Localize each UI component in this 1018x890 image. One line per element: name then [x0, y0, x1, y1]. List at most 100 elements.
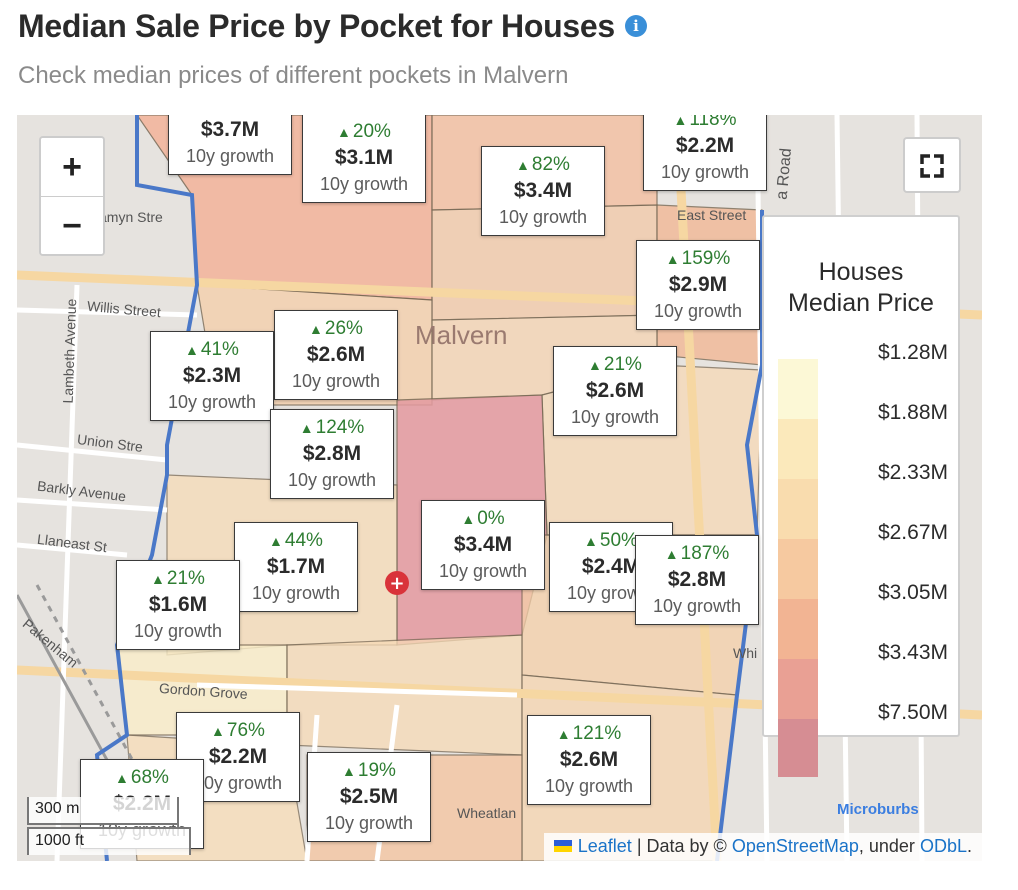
- ukraine-flag-icon: [553, 840, 572, 852]
- growth-value: 76%: [226, 720, 265, 741]
- growth-value: 82%: [531, 154, 570, 175]
- pocket-sub: 10y growth: [570, 407, 660, 427]
- map-attribution: Leaflet | Data by © OpenStreetMap, under…: [543, 833, 982, 861]
- growth-value: 118%: [689, 115, 737, 130]
- legend-swatch: [778, 599, 818, 659]
- pocket-card[interactable]: ▲ 0% $3.4M 10y growth: [421, 500, 545, 590]
- growth-up-icon: ▲: [151, 571, 165, 587]
- osm-link[interactable]: OpenStreetMap: [731, 836, 859, 856]
- legend-value: $7.50M: [877, 701, 948, 724]
- pocket-price: $2.2M: [208, 745, 268, 768]
- zoom-in-button[interactable]: +: [41, 138, 103, 196]
- title-text: Median Sale Price by Pocket for Houses: [18, 8, 615, 44]
- legend-value: $2.33M: [877, 461, 948, 484]
- growth-up-icon: ▲: [584, 533, 598, 549]
- attribution-under: , under: [858, 836, 915, 856]
- street-label-east: East Street: [677, 207, 747, 223]
- zoom-control: + −: [39, 136, 105, 256]
- leaflet-link[interactable]: Leaflet: [577, 836, 632, 856]
- growth-value: 44%: [284, 530, 323, 551]
- growth-up-icon: ▲: [309, 321, 323, 337]
- legend-title: Houses Median Price: [764, 257, 958, 319]
- growth-up-icon: ▲: [556, 726, 571, 742]
- pocket-sub: 10y growth: [653, 301, 743, 321]
- pocket-sub: 10y growth: [544, 776, 634, 796]
- attribution-text: | Data by ©: [636, 836, 727, 856]
- pocket-growth: ▲ 118%: [644, 115, 766, 132]
- pocket-price: $3.4M: [453, 533, 513, 556]
- pocket-price: $2.2M: [675, 134, 735, 157]
- attribution-end: .: [966, 836, 972, 856]
- page-subtitle: Check median prices of different pockets…: [18, 62, 569, 89]
- growth-up-icon: ▲: [211, 723, 225, 739]
- odbl-link[interactable]: ODbL: [919, 836, 967, 856]
- pocket-growth: ▲ 44%: [235, 529, 357, 553]
- pocket-card[interactable]: $3.7M 10y growth: [168, 115, 292, 175]
- street-label-hamyn: amyn Stre: [99, 209, 163, 225]
- pocket-growth: ▲ 26%: [275, 317, 397, 341]
- pocket-card[interactable]: ▲ 159% $2.9M 10y growth: [636, 240, 760, 330]
- pocket-price: $2.9M: [668, 273, 728, 296]
- pocket-card[interactable]: ▲ 82% $3.4M 10y growth: [481, 146, 605, 236]
- pocket-sub: 10y growth: [652, 596, 742, 616]
- growth-value: 21%: [603, 354, 642, 375]
- pocket-growth: ▲ 121%: [528, 722, 650, 746]
- pocket-sub: 10y growth: [287, 470, 377, 490]
- map-container[interactable]: + Malvern Willis Street Union Stre Barkl…: [17, 115, 982, 861]
- pocket-card[interactable]: ▲ 26% $2.6M 10y growth: [274, 310, 398, 400]
- page-title: Median Sale Price by Pocket for Houses i: [18, 8, 647, 45]
- growth-value: 41%: [200, 339, 239, 360]
- fullscreen-button[interactable]: [903, 137, 961, 193]
- info-icon[interactable]: i: [624, 15, 647, 37]
- pocket-card[interactable]: ▲ 21% $2.6M 10y growth: [553, 346, 677, 436]
- scale-imperial: 1000 ft: [27, 827, 191, 855]
- pocket-card[interactable]: ▲ 187% $2.8M 10y growth: [635, 535, 759, 625]
- pocket-card[interactable]: ▲ 118% $2.2M 10y growth: [643, 115, 767, 191]
- pocket-card[interactable]: ▲ 21% $1.6M 10y growth: [116, 560, 240, 650]
- price-legend: Houses Median Price $1.28M $1.88M $2.33M…: [762, 215, 960, 777]
- growth-value: 21%: [166, 568, 205, 589]
- svg-text:+: +: [389, 573, 404, 594]
- growth-up-icon: ▲: [461, 511, 476, 527]
- growth-up-icon: ▲: [516, 157, 530, 173]
- pocket-card[interactable]: ▲ 121% $2.6M 10y growth: [527, 715, 651, 805]
- pocket-price: $2.5M: [339, 785, 399, 808]
- pocket-card[interactable]: ▲ 44% $1.7M 10y growth: [234, 522, 358, 612]
- suburb-boundary: [94, 115, 200, 861]
- pocket-price: $2.6M: [585, 379, 645, 402]
- legend-swatch: [778, 539, 818, 599]
- pocket-price: $2.6M: [306, 343, 366, 366]
- growth-value: 20%: [352, 121, 391, 142]
- pocket-growth: ▲ 41%: [151, 338, 273, 362]
- pocket-sub: 10y growth: [133, 621, 223, 641]
- legend-swatch: [778, 359, 818, 419]
- street-label-wheatland: Wheatlan: [457, 805, 517, 821]
- pocket-growth: ▲ 76%: [177, 719, 299, 743]
- legend-title-line2: Median Price: [788, 289, 934, 317]
- pocket-card[interactable]: ▲ 41% $2.3M 10y growth: [150, 331, 274, 421]
- legend-swatch: [778, 419, 818, 479]
- pocket-sub: 10y growth: [193, 773, 283, 793]
- pocket-sub: 10y growth: [251, 583, 341, 603]
- pocket-price: $2.8M: [302, 442, 362, 465]
- pocket-growth: ▲ 124%: [271, 416, 393, 440]
- growth-up-icon: ▲: [185, 342, 199, 358]
- pocket-card[interactable]: ▲ 20% $3.1M 10y growth: [302, 115, 426, 203]
- pocket-growth: ▲ 159%: [637, 247, 759, 271]
- legend-swatch: [778, 659, 818, 719]
- pocket-sub: 10y growth: [660, 162, 750, 182]
- growth-value: 0%: [477, 508, 505, 529]
- growth-up-icon: ▲: [299, 420, 314, 436]
- zoom-out-button[interactable]: −: [41, 196, 103, 254]
- fullscreen-icon: [920, 154, 944, 178]
- legend-swatch: [778, 719, 818, 777]
- growth-up-icon: ▲: [342, 763, 356, 779]
- pocket-card[interactable]: ▲ 124% $2.8M 10y growth: [270, 409, 394, 499]
- pocket-growth: ▲ 19%: [308, 759, 430, 783]
- pocket-growth: ▲ 82%: [482, 153, 604, 177]
- street-label-whi: Whi: [733, 645, 758, 661]
- brand-logo[interactable]: Microburbs: [837, 801, 919, 818]
- pocket-sub: 10y growth: [498, 207, 588, 227]
- legend-value: $3.05M: [877, 581, 948, 604]
- pocket-card[interactable]: ▲ 19% $2.5M 10y growth: [307, 752, 431, 842]
